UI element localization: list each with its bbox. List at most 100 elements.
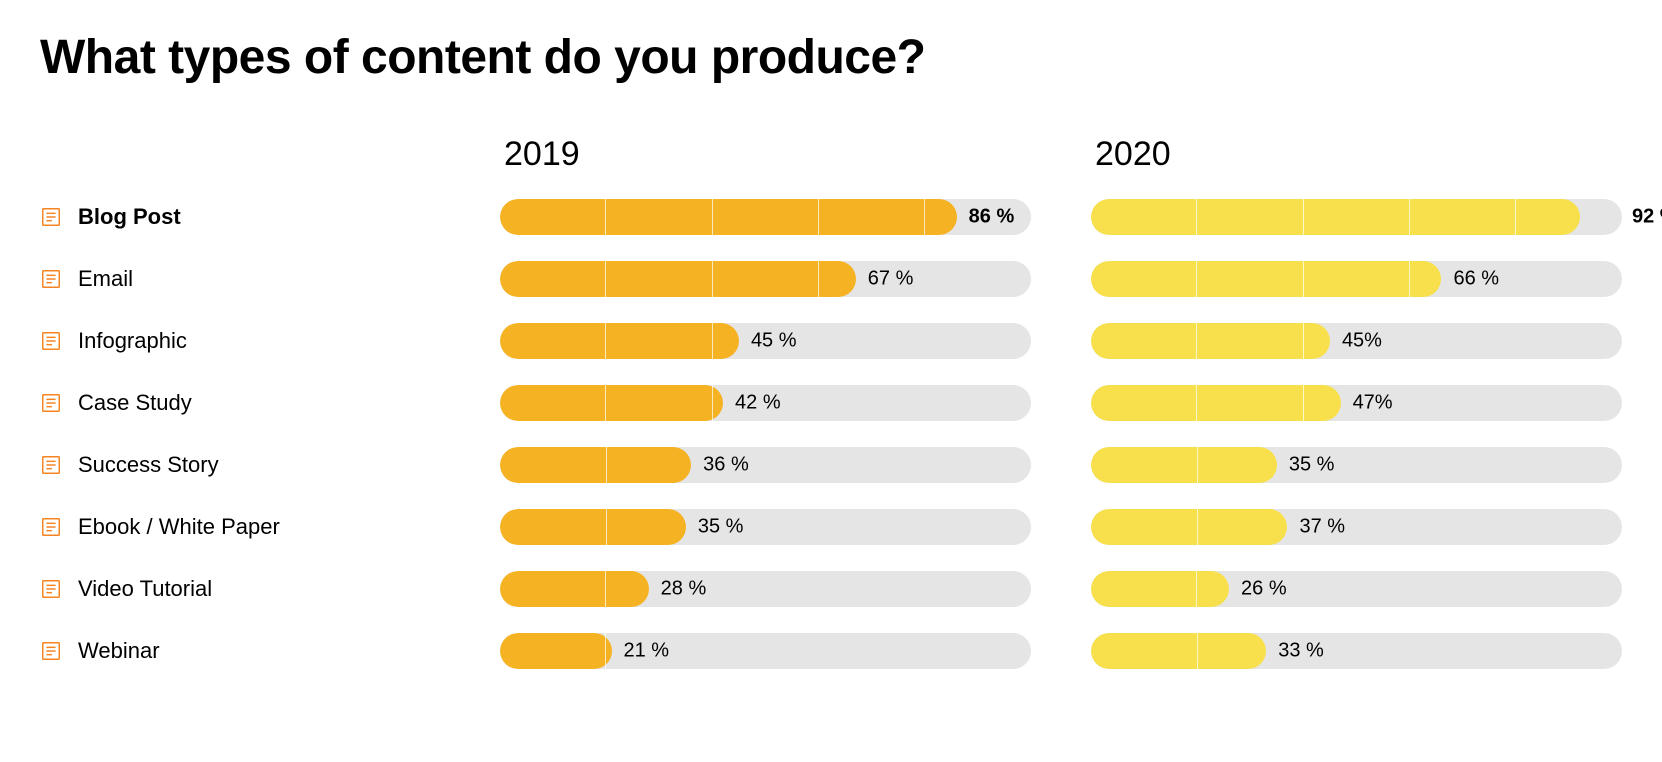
bar-segment [1197,571,1229,607]
bar-fill [500,323,739,359]
bar-cell: 33 % [1091,633,1622,669]
bar-value-label: 45 % [751,330,797,353]
row-label: Ebook / White Paper [78,514,280,540]
bar-segment [606,571,648,607]
bar-cell: 86 % [500,199,1031,235]
bar-segment [1091,571,1197,607]
bar-segment [1304,199,1410,235]
bar-value-label: 37 % [1299,516,1345,539]
bar-fill [1091,323,1330,359]
document-icon [40,206,62,228]
bar-segment [1198,509,1288,545]
row-label: Infographic [78,328,187,354]
row-label: Case Study [78,390,192,416]
bar-fill [1091,571,1229,607]
bar-segment [713,323,739,359]
bar-cell: 36 % [500,447,1031,483]
bar-cell: 26 % [1091,571,1622,607]
bar-segment [1304,385,1341,421]
bar-fill [1091,447,1277,483]
bar-cell: 37 % [1091,509,1622,545]
row-label-wrap: Case Study [40,385,440,421]
bar-segment [713,199,819,235]
bar-fill [500,509,686,545]
chart-grid: 2019 2020 Blog Post86 %92 %Email67 %66 %… [40,135,1622,695]
row-label-wrap: Blog Post [40,199,440,235]
bar-segment [1197,261,1303,297]
row-label-wrap: Webinar [40,633,440,669]
bar-fill [1091,633,1266,669]
row-label-wrap: Ebook / White Paper [40,509,440,545]
bar-cell: 67 % [500,261,1031,297]
bar-track [500,261,1031,297]
bar-value-label: 33 % [1278,640,1324,663]
bar-value-label: 28 % [661,578,707,601]
bar-segment [500,633,606,669]
bar-fill [1091,199,1580,235]
bar-track [1091,633,1622,669]
bar-segment [500,199,606,235]
bar-value-label: 92 % [1632,206,1662,229]
bar-fill [500,199,957,235]
bar-segment [1091,633,1198,669]
bar-track [1091,509,1622,545]
bar-segment [606,261,712,297]
row-label-wrap: Email [40,261,440,297]
bar-track [1091,199,1622,235]
bar-segment [1304,323,1330,359]
bar-value-label: 42 % [735,392,781,415]
row-label-wrap: Success Story [40,447,440,483]
bar-value-label: 35 % [698,516,744,539]
bar-segment [1197,323,1303,359]
bar-track [1091,447,1622,483]
bar-segment [607,447,692,483]
bar-cell: 66 % [1091,261,1622,297]
bar-segment [925,199,957,235]
bar-segment [819,261,856,297]
row-label: Webinar [78,638,160,664]
bar-segment [1197,385,1303,421]
bar-segment [1198,633,1267,669]
row-label-wrap: Video Tutorial [40,571,440,607]
bar-segment [500,571,606,607]
row-label: Video Tutorial [78,576,212,602]
bar-track [1091,261,1622,297]
document-icon [40,578,62,600]
bar-segment [1516,199,1579,235]
bar-fill [1091,385,1341,421]
bar-segment [500,447,607,483]
bar-value-label: 86 % [969,206,1015,229]
bar-track [500,199,1031,235]
bar-fill [500,447,691,483]
bar-fill [500,261,856,297]
bar-segment [606,199,712,235]
bar-fill [1091,509,1287,545]
bar-segment [606,323,712,359]
bar-segment [1410,261,1442,297]
bar-segment [1197,199,1303,235]
bar-value-label: 36 % [703,454,749,477]
bar-segment [1091,447,1198,483]
bar-segment [607,509,686,545]
bar-value-label: 35 % [1289,454,1335,477]
bar-segment [500,385,606,421]
document-icon [40,640,62,662]
bar-cell: 45% [1091,323,1622,359]
bar-cell: 35 % [500,509,1031,545]
bar-segment [1304,261,1410,297]
bar-segment [500,323,606,359]
bar-segment [713,385,724,421]
document-icon [40,268,62,290]
bar-segment [1410,199,1516,235]
document-icon [40,330,62,352]
bar-value-label: 26 % [1241,578,1287,601]
bar-track [500,447,1031,483]
bar-segment [1091,509,1198,545]
row-label: Blog Post [78,204,181,230]
bar-segment [1091,199,1197,235]
bar-fill [500,571,649,607]
bar-track [1091,571,1622,607]
bar-segment [500,509,607,545]
bar-segment [1091,385,1197,421]
bar-cell: 21 % [500,633,1031,669]
